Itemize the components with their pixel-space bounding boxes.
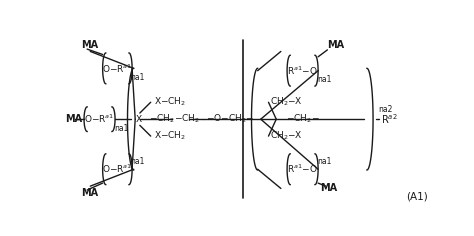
Text: O$-$R$^{a1}$: O$-$R$^{a1}$ [102,62,133,75]
Text: $-$CH$_2$: $-$CH$_2$ [149,113,175,125]
Text: $-$CH$_2$: $-$CH$_2$ [174,113,200,125]
Text: CH$_2$$-$X: CH$_2$$-$X [270,96,303,109]
Text: MA: MA [319,183,337,194]
Text: na1: na1 [114,124,128,133]
Text: O$-$R$^{a1}$: O$-$R$^{a1}$ [84,113,115,125]
Text: X$-$CH$_2$: X$-$CH$_2$ [154,96,186,109]
Text: X: X [135,115,141,124]
Text: $-$CH$_2\!-$: $-$CH$_2\!-$ [285,113,319,125]
Text: MA: MA [65,114,82,124]
Text: MA: MA [81,40,98,50]
Text: O$-$R$^{a1}$: O$-$R$^{a1}$ [102,163,133,175]
Text: na2: na2 [378,105,392,114]
Text: na1: na1 [130,73,145,82]
Text: R$^{a1}$$-$O: R$^{a1}$$-$O [287,163,318,175]
Text: X$-$CH$_2$: X$-$CH$_2$ [154,130,186,142]
Text: CH$_2$$-$X: CH$_2$$-$X [270,130,303,142]
Text: (A1): (A1) [406,191,428,201]
Text: $-$O$-$CH$_2\!-$: $-$O$-$CH$_2\!-$ [207,113,255,125]
Text: na1: na1 [317,157,332,166]
Text: na1: na1 [317,76,332,84]
Text: MA: MA [81,188,98,198]
Text: MA: MA [328,40,345,50]
Text: R$^{a2}$: R$^{a2}$ [381,112,398,126]
Text: na1: na1 [130,157,145,166]
Text: R$^{a1}$$-$O: R$^{a1}$$-$O [287,64,318,77]
